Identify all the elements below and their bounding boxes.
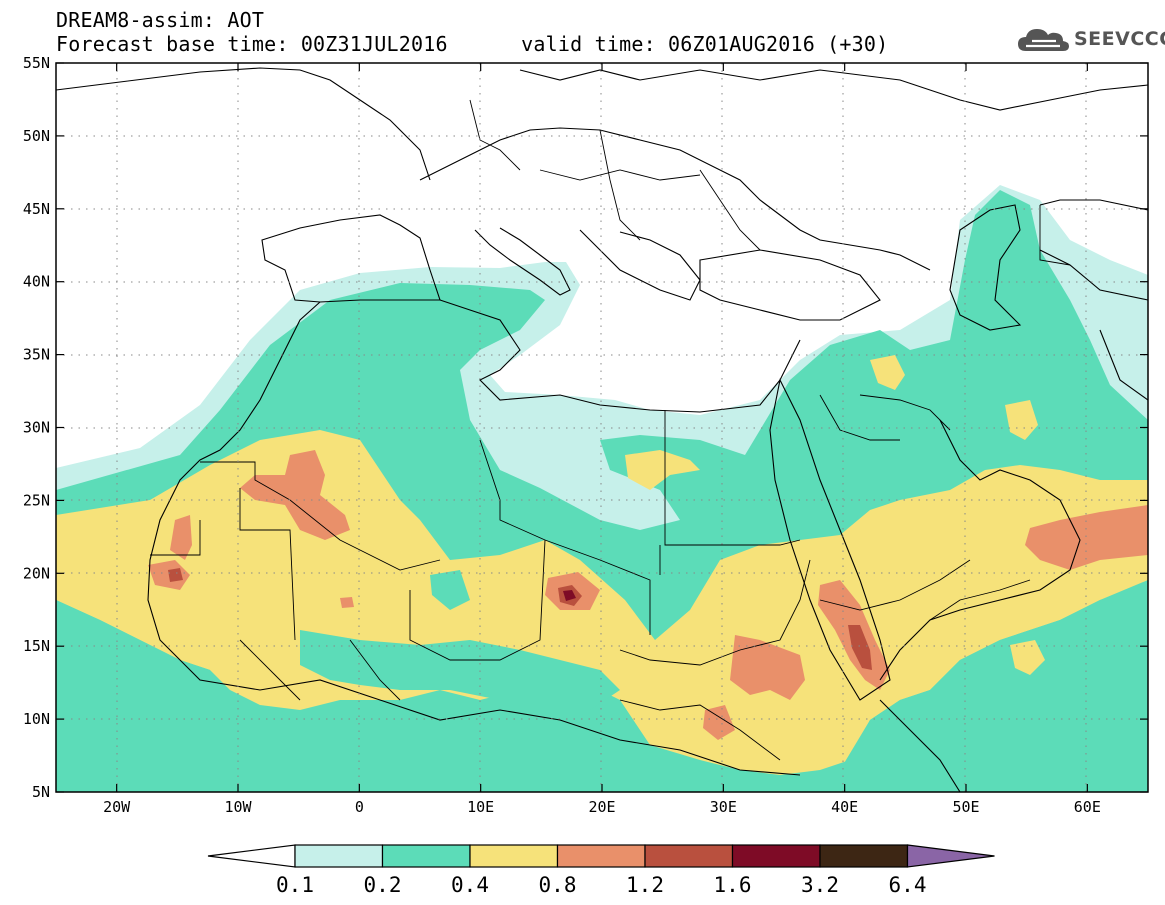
lat-tick-label: 45N: [23, 200, 50, 218]
lat-tick-label: 20N: [23, 564, 50, 582]
longitude-axis: 20W 10W 0 10E 20E 30E 40E 50E 60E: [103, 63, 1101, 816]
aot-band-0.8: [240, 450, 350, 540]
aot-band-0.2: [300, 630, 620, 710]
colorbar-swatch: [819, 844, 909, 868]
aot-band-0.8: [170, 515, 192, 560]
colorbar: 0.1 0.2 0.4 0.8 1.2 1.6 3.2 6.4: [207, 844, 995, 897]
colorbar-swatch: [469, 844, 559, 868]
aot-band-0.2: [640, 585, 1148, 792]
lat-tick-label: 40N: [23, 273, 50, 291]
lon-tick-label: 10E: [467, 798, 494, 816]
colorbar-level-label: 0.8: [539, 873, 577, 897]
aot-band-1.2: [168, 568, 183, 582]
aot-band-0.8: [1025, 505, 1148, 570]
lat-tick-label: 30N: [23, 419, 50, 437]
colorbar-level-label: 1.2: [626, 873, 664, 897]
colorbar-swatch: [556, 844, 646, 868]
colorbar-swatch: [731, 844, 821, 868]
lat-tick-label: 50N: [23, 127, 50, 145]
colorbar-level-label: 0.2: [364, 873, 402, 897]
map-title-model: DREAM8-assim: AOT: [56, 8, 265, 32]
colorbar-swatch: [644, 844, 734, 868]
lon-tick-label: 10W: [224, 798, 252, 816]
aot-field: [56, 63, 1148, 792]
lon-tick-label: 50E: [952, 798, 979, 816]
lon-tick-label: 30E: [710, 798, 737, 816]
map-title-times: Forecast base time: 00Z31JUL2016 valid t…: [56, 32, 889, 56]
lat-tick-label: 5N: [32, 783, 50, 801]
colorbar-level-label: 0.4: [451, 873, 489, 897]
aot-band-0.8: [730, 635, 805, 700]
aot-band-1.2: [848, 625, 872, 670]
aot-band-0.4: [625, 450, 700, 490]
aot-band-0.2: [56, 600, 210, 710]
latitude-axis: 55N 50N 45N 40N 35N 30N 25N 20N 15N 10N 5N: [23, 54, 1148, 801]
colorbar-swatch: [294, 844, 384, 868]
aot-band-0.2: [430, 570, 470, 610]
colorbar-level-label: 1.6: [714, 873, 752, 897]
colorbar-level-label: 3.2: [801, 873, 839, 897]
lat-tick-label: 15N: [23, 637, 50, 655]
colorbar-swatch: [381, 844, 471, 868]
colorbar-level-label: 6.4: [889, 873, 927, 897]
aot-band-0.8: [703, 705, 735, 740]
logo-text: SEEVCCC: [1074, 28, 1165, 50]
seevccc-logo: SEEVCCC: [1016, 22, 1165, 56]
graticule: [56, 63, 1148, 792]
aot-band-0.8: [340, 597, 354, 608]
lon-tick-label: 40E: [831, 798, 858, 816]
coastlines: [56, 67, 1148, 792]
lon-tick-label: 20W: [103, 798, 131, 816]
aot-band-0.4: [1010, 640, 1045, 675]
lon-tick-label: 0: [355, 798, 364, 816]
cloud-icon: [1018, 29, 1069, 51]
colorbar-above-arrow: [906, 844, 995, 868]
colorbar-level-label: 0.1: [276, 873, 314, 897]
aot-band-0.4: [1005, 400, 1038, 440]
lat-tick-label: 35N: [23, 346, 50, 364]
aot-band-0.4: [870, 355, 905, 390]
lat-tick-label: 10N: [23, 710, 50, 728]
lon-tick-label: 20E: [588, 798, 615, 816]
lon-tick-label: 60E: [1074, 798, 1101, 816]
lat-tick-label: 55N: [23, 54, 50, 72]
colorbar-below-arrow: [207, 844, 296, 868]
aot-band-1.6: [563, 590, 576, 601]
lat-tick-label: 25N: [23, 491, 50, 509]
